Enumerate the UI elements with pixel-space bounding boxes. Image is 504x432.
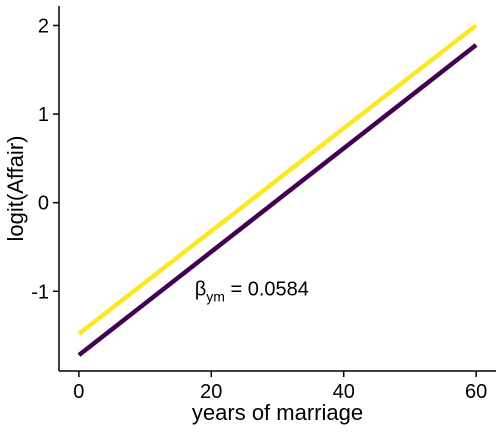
- y-tick-label: 2: [38, 15, 49, 37]
- series-line-2: [79, 45, 476, 355]
- x-axis: 0 20 40 60: [59, 371, 496, 403]
- y-axis-title: logit(Affair): [3, 136, 28, 242]
- y-tick-label: -1: [31, 281, 49, 303]
- x-tick-label: 60: [465, 381, 487, 403]
- plot-lines: [79, 26, 476, 356]
- y-axis: -1 0 1 2: [31, 6, 59, 371]
- beta-annotation: βym = 0.0584: [195, 279, 309, 305]
- y-tick-label: 0: [38, 193, 49, 215]
- x-tick-label: 0: [73, 381, 84, 403]
- beta-symbol: β: [195, 279, 207, 301]
- x-axis-title: years of marriage: [192, 400, 363, 425]
- beta-subscript: ym: [206, 289, 225, 305]
- beta-value: = 0.0584: [225, 279, 309, 301]
- y-tick-label: 1: [38, 104, 49, 126]
